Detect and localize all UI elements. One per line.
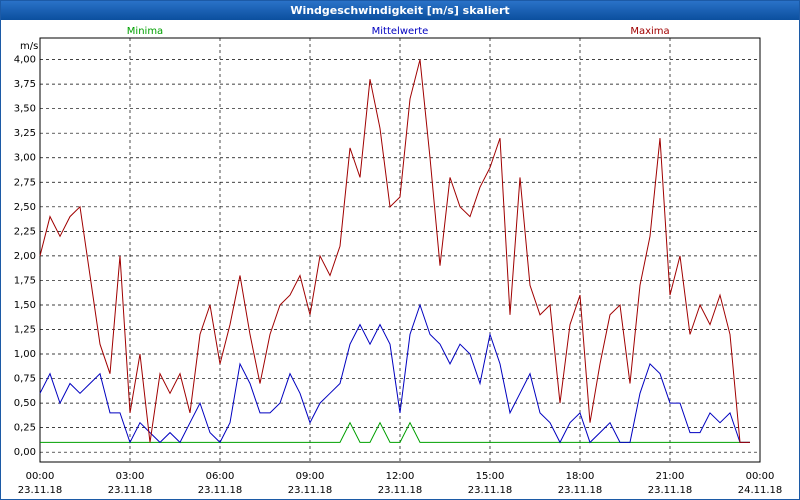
x-tick-date: 23.11.18 [378, 485, 423, 496]
y-tick-label: 3,00 [14, 153, 36, 164]
x-tick-label: 03:00 [116, 471, 145, 482]
x-tick-date: 23.11.18 [558, 485, 603, 496]
y-tick-label: 2,00 [14, 251, 36, 262]
y-tick-label: 1,00 [14, 349, 36, 360]
x-tick-date: 23.11.18 [468, 485, 513, 496]
y-tick-label: 0,50 [14, 398, 36, 409]
x-tick-label: 00:00 [746, 471, 775, 482]
x-tick-date: 23.11.18 [18, 485, 63, 496]
legend-entry: Mittelwerte [372, 26, 429, 37]
x-tick-label: 15:00 [476, 471, 505, 482]
y-tick-label: 0,75 [14, 374, 36, 385]
y-tick-label: 3,75 [14, 79, 36, 90]
legend-entry: Maxima [630, 26, 669, 37]
x-tick-label: 09:00 [296, 471, 325, 482]
title-bar: Windgeschwindigkeit [m/s] skaliert [1, 1, 799, 20]
y-tick-label: 4,00 [14, 55, 36, 66]
x-tick-date: 23.11.18 [288, 485, 333, 496]
x-tick-label: 12:00 [386, 471, 415, 482]
x-tick-date: 23.11.18 [648, 485, 693, 496]
y-tick-label: 2,25 [14, 226, 36, 237]
y-tick-label: 0,25 [14, 423, 36, 434]
series-line [39, 303, 750, 444]
x-tick-label: 00:00 [26, 471, 55, 482]
y-tick-label: 1,50 [14, 300, 36, 311]
x-tick-date: 24.11.18 [738, 485, 783, 496]
y-axis-label: m/s [20, 41, 38, 52]
y-tick-label: 3,25 [14, 128, 36, 139]
x-tick-date: 23.11.18 [108, 485, 153, 496]
x-tick-label: 18:00 [566, 471, 595, 482]
y-tick-label: 2,50 [14, 202, 36, 213]
x-tick-label: 21:00 [656, 471, 685, 482]
y-tick-label: 0,00 [14, 447, 36, 458]
series-line [40, 421, 750, 443]
legend-entry: Minima [127, 26, 163, 37]
y-tick-label: 1,25 [14, 325, 36, 336]
y-tick-label: 1,75 [14, 275, 36, 286]
y-tick-label: 2,75 [14, 177, 36, 188]
series-line [39, 59, 750, 443]
x-tick-label: 06:00 [206, 471, 235, 482]
x-tick-date: 23.11.18 [198, 485, 243, 496]
y-tick-label: 3,50 [14, 104, 36, 115]
